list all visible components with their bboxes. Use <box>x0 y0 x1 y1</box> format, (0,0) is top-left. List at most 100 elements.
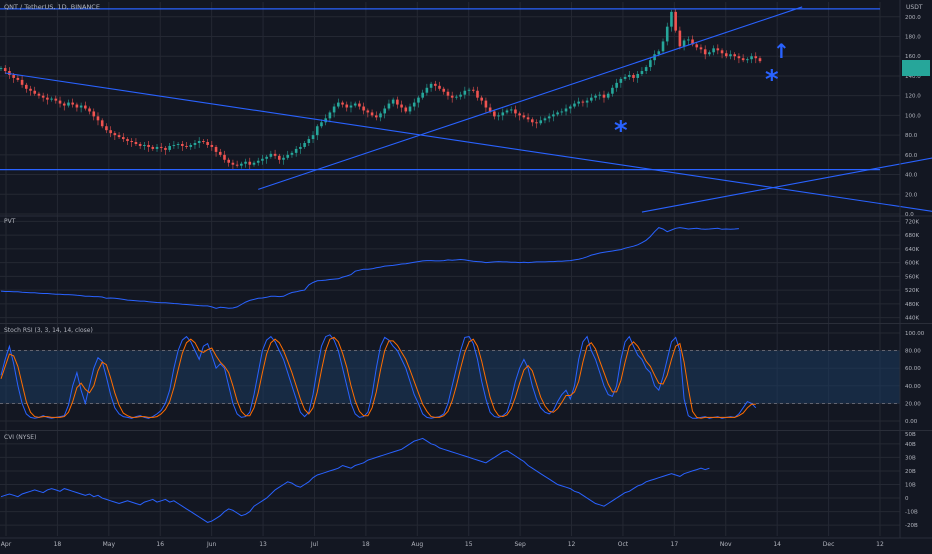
candle-body <box>509 109 513 111</box>
stoch-rsi-pane[interactable] <box>0 334 900 419</box>
candle-body <box>421 92 424 98</box>
cvi-line <box>0 437 710 523</box>
candle-body <box>214 146 218 152</box>
candle-body <box>143 144 146 146</box>
candle-body <box>497 115 500 117</box>
candle-body <box>109 130 112 134</box>
candle-body <box>505 110 509 113</box>
last-price-tag <box>902 60 930 76</box>
y-tick-label: -10B <box>905 510 918 516</box>
y-tick-label: 0.0 <box>905 212 914 218</box>
candle-body <box>299 146 302 149</box>
candle-body <box>54 98 58 101</box>
candle-body <box>168 145 171 150</box>
y-tick-label-partial: 50B <box>905 432 916 438</box>
candle-body <box>25 84 28 89</box>
candle-body <box>130 141 134 143</box>
candle-body <box>467 89 471 91</box>
candle-body <box>315 126 319 136</box>
candle-body <box>733 54 736 57</box>
candle-body <box>720 50 724 54</box>
candle-body <box>138 143 142 146</box>
candle-body <box>623 76 627 79</box>
candle-body <box>379 113 382 118</box>
y-tick-label: 680K <box>905 233 919 239</box>
y-tick-label: 20.00 <box>905 401 921 407</box>
candle-body <box>455 96 458 98</box>
y-tick-label: 0.00 <box>905 419 918 425</box>
price-pane[interactable] <box>0 6 932 213</box>
candle-body <box>20 79 24 85</box>
y-tick-label: 60.00 <box>905 366 921 372</box>
candle-body <box>202 141 205 143</box>
candle-body <box>754 56 758 59</box>
candle-body <box>88 108 91 112</box>
pvt-pane[interactable] <box>0 227 739 309</box>
time-tick-label: Apr <box>1 541 12 548</box>
y-tick-label: 480K <box>905 302 919 308</box>
candle-body <box>252 162 256 165</box>
candle-body <box>627 74 631 77</box>
candle-body <box>227 159 230 163</box>
candle-body <box>450 95 454 98</box>
y-tick-label: 120.0 <box>905 94 921 100</box>
candle-body <box>278 155 281 160</box>
candle-body <box>396 99 399 105</box>
cvi-pane[interactable] <box>0 437 710 523</box>
asterisk-annotation-left: * <box>614 116 628 146</box>
y-tick-label: -20B <box>905 523 918 529</box>
candle-body <box>231 162 235 165</box>
time-tick-label: Oct <box>618 541 629 548</box>
candle-body <box>602 94 606 98</box>
time-tick-label: 14 <box>773 541 781 548</box>
candle-body <box>286 154 290 158</box>
time-tick-label: Sep <box>514 541 526 548</box>
candle-body <box>543 118 547 121</box>
y-tick-label: 520K <box>905 288 919 294</box>
candle-body <box>320 122 323 127</box>
candle-body <box>261 158 264 161</box>
candle-body <box>134 142 138 144</box>
candle-body <box>75 104 79 108</box>
candle-body <box>577 101 580 104</box>
candle-body <box>345 104 349 108</box>
y-tick-label: 80.00 <box>905 349 921 355</box>
candle-body <box>290 152 294 155</box>
candle-body <box>353 103 357 106</box>
candle-body <box>556 112 559 115</box>
candle-body <box>358 103 361 107</box>
candle-body <box>185 145 188 147</box>
y-tick-label: 20.0 <box>905 192 918 198</box>
candle-body <box>294 148 298 153</box>
candle-body <box>484 100 488 108</box>
candle-body <box>337 102 340 107</box>
y-tick-label: 100.00 <box>905 331 925 337</box>
time-tick-label: 18 <box>362 541 370 548</box>
candle-body <box>619 78 623 83</box>
candle-body <box>678 30 682 47</box>
candle-body <box>682 40 686 47</box>
candle-body <box>37 93 41 96</box>
candle-body <box>741 58 745 61</box>
y-tick-label: 560K <box>905 274 919 280</box>
candle-body <box>585 100 589 103</box>
candle-body <box>531 119 534 123</box>
arrow-up-icon: ↑ <box>773 39 790 63</box>
candle-body <box>594 95 597 98</box>
pane-dividers[interactable] <box>0 0 932 539</box>
price-axis[interactable]: 0.0 20.0 40.0 60.0 80.0 100.0 120.0 140.0 160.0 1… <box>905 15 925 529</box>
time-tick-label: Dec <box>823 541 835 548</box>
candle-body <box>374 115 378 118</box>
candle-body <box>210 144 214 147</box>
candle-body <box>105 126 108 131</box>
time-axis[interactable]: Apr 18 May 16 Jun 13 Jul 18 Aug 15 Sep 12 Oct 17 Nov 14… <box>1 541 884 548</box>
candle-body <box>223 154 226 160</box>
time-tick-label: 16 <box>156 541 164 548</box>
y-tick-label: 100.0 <box>905 113 921 119</box>
candle-body <box>716 48 720 51</box>
candle-body <box>164 147 167 150</box>
stoch-d-line <box>0 336 756 419</box>
y-tick-label: 40.00 <box>905 384 921 390</box>
